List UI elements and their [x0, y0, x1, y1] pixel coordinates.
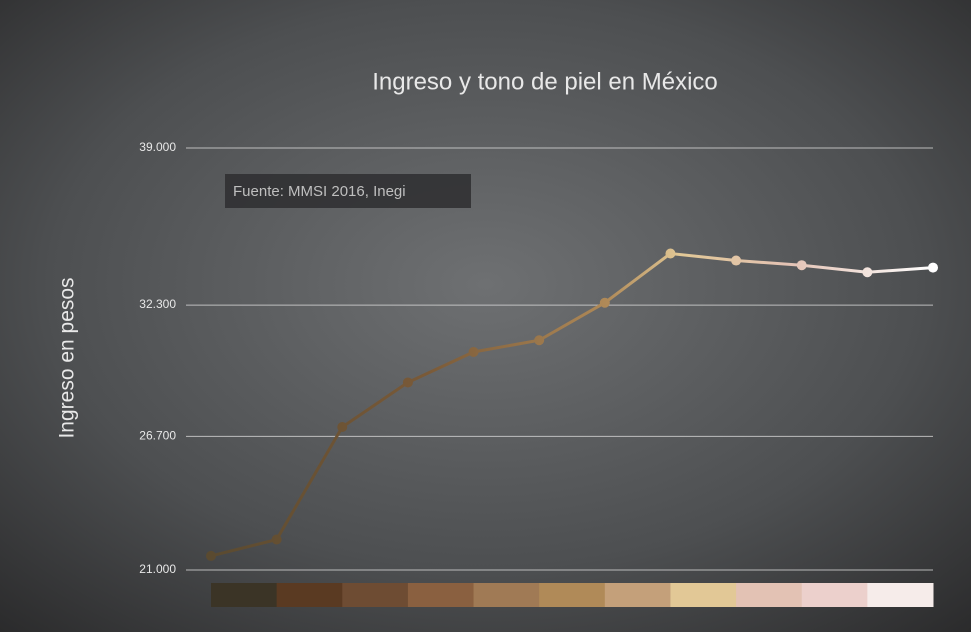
skin-tone-swatch [670, 583, 737, 607]
line [210, 251, 934, 558]
point [402, 377, 413, 388]
point [928, 262, 938, 273]
y-tick-label: 26.700 [139, 429, 176, 443]
point [796, 260, 807, 271]
skin-tone-swatch [211, 583, 278, 607]
skin-tone-swatch [473, 583, 540, 607]
skin-tone-swatch [407, 583, 475, 607]
skin-tone-swatch [736, 583, 803, 607]
annotation: Fuente: MMSI 2016, Inegi [233, 183, 406, 200]
chart-title: Ingreso y tono de piel en México [372, 68, 718, 95]
skin-tone-swatch [342, 583, 409, 607]
annotation-box [225, 174, 471, 208]
skin-tone-swatch [801, 583, 868, 607]
point [271, 534, 282, 545]
point [599, 297, 610, 308]
skin-tone-swatch [604, 583, 671, 607]
point [534, 335, 545, 346]
skin-tone-swatch [867, 583, 934, 607]
y-axis-title: Ingreso en pesos [56, 277, 79, 438]
y-tick-label: 21.000 [139, 562, 176, 576]
point [862, 267, 873, 278]
point [731, 255, 742, 266]
point [337, 421, 348, 432]
skin-tone-swatch [539, 583, 606, 607]
y-tick-label: 39.000 [139, 140, 176, 154]
skin-tone-swatch [276, 583, 343, 607]
point [206, 550, 216, 561]
point [665, 248, 676, 259]
y-tick-label: 32.300 [139, 297, 176, 311]
point [468, 346, 479, 357]
